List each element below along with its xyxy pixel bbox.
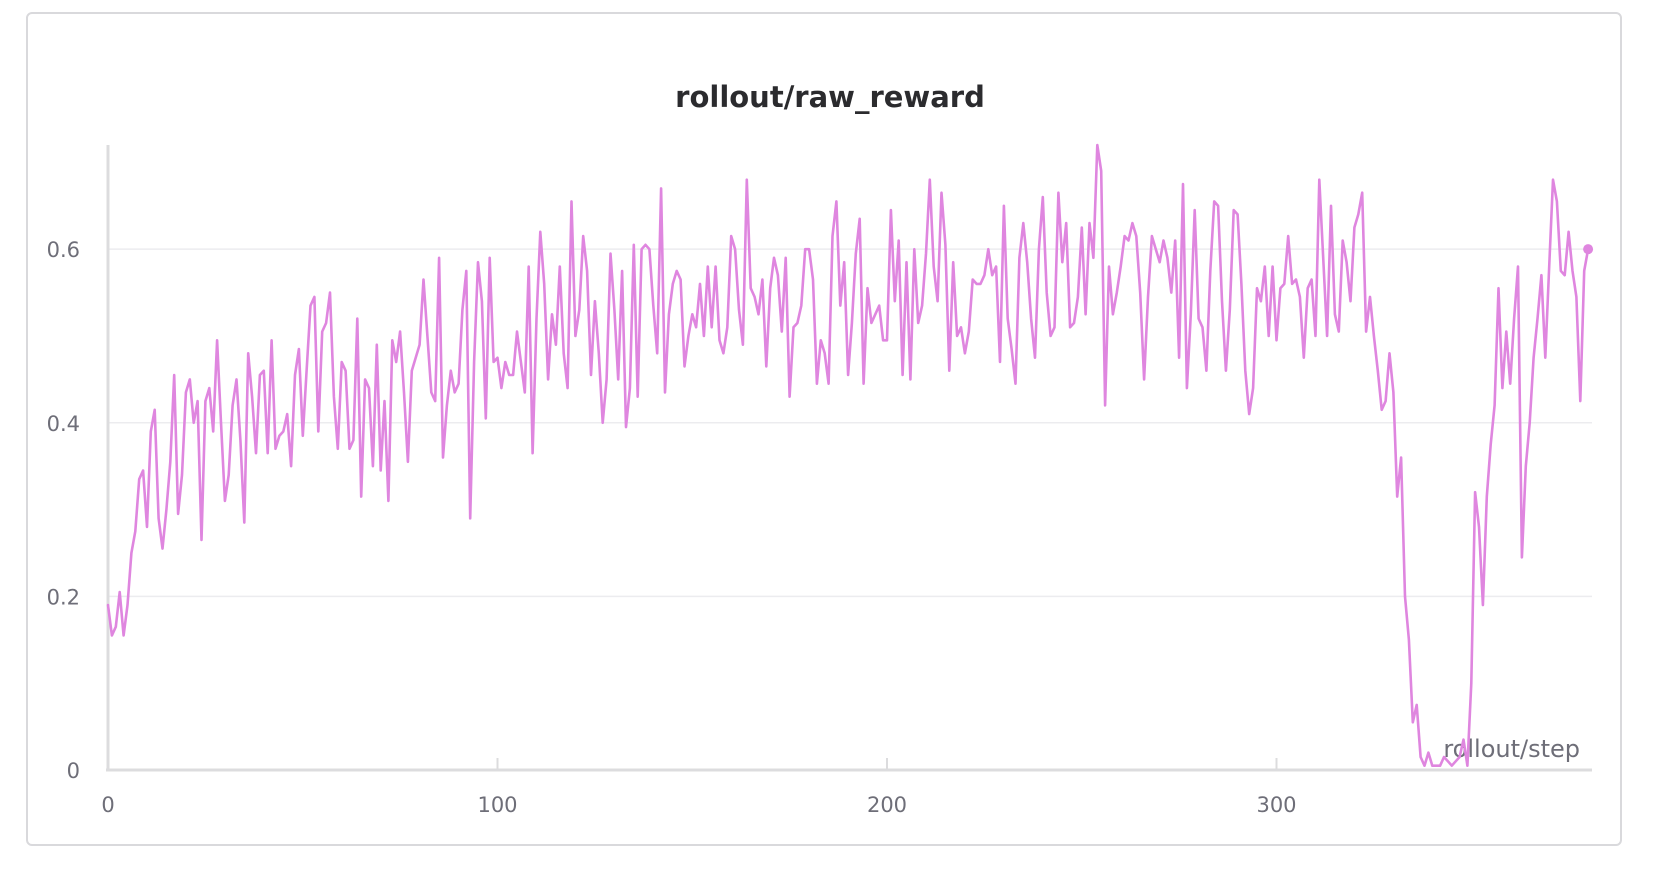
x-tick-label: 0 [101,793,114,817]
y-tick-label: 0 [67,759,80,783]
x-tick-label: 300 [1256,793,1296,817]
y-tick-label: 0.2 [47,585,80,609]
y-tick-label: 0.6 [47,238,80,262]
y-tick-label: 0.4 [47,412,80,436]
chart-title: rollout/raw_reward [675,80,985,114]
x-tick-label: 100 [477,793,517,817]
series-line [106,143,1590,768]
axis-ticks: 0 0.2 0.4 0.6 0 100 200 300 [47,238,1297,817]
last-point-marker [1583,244,1594,255]
series-layer [106,143,1594,768]
x-tick-label: 200 [867,793,907,817]
